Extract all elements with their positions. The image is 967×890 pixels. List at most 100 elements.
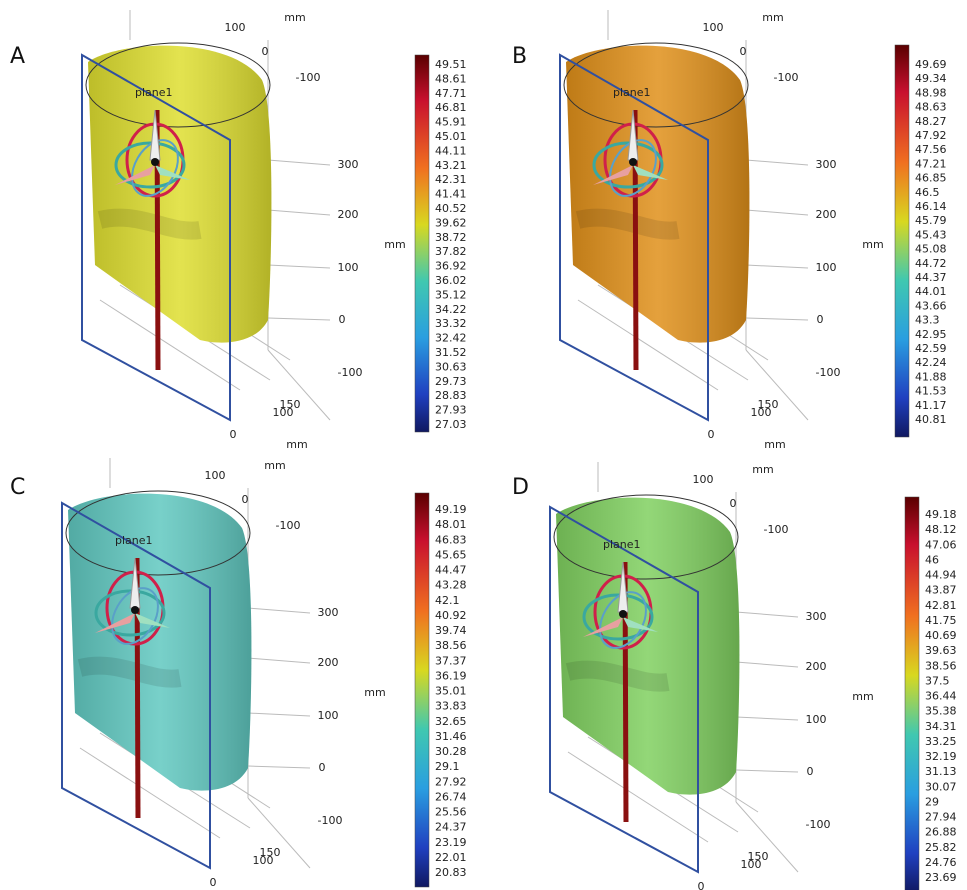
axis-label: 100 xyxy=(338,261,359,274)
colorbar-label: 34.31 xyxy=(925,720,957,733)
colorbar-label: 22.01 xyxy=(435,851,467,864)
axis-label: 200 xyxy=(806,660,827,673)
colorbar-label: 47.56 xyxy=(915,143,947,156)
axis-label: mm xyxy=(286,438,307,451)
axis-label: mm xyxy=(862,238,883,251)
colorbar-label: 33.83 xyxy=(435,700,467,713)
colorbar-label: 49.19 xyxy=(435,503,467,516)
axis-label: 100 xyxy=(741,858,762,871)
axis-label: mm xyxy=(852,690,873,703)
colorbar-label: 28.83 xyxy=(435,389,467,402)
model-b xyxy=(560,10,808,420)
colorbar-label: 44.11 xyxy=(435,144,467,157)
colorbar-label: 46.5 xyxy=(915,186,940,199)
colorbar-label: 36.92 xyxy=(435,260,467,273)
colorbar-label: 32.42 xyxy=(435,332,467,345)
axis-label: 200 xyxy=(338,208,359,221)
colorbar-label: 24.76 xyxy=(925,856,957,869)
axis-label: 100 xyxy=(693,473,714,486)
plane-label: plane1 xyxy=(613,86,651,99)
colorbar-label: 42.1 xyxy=(435,594,460,607)
colorbar-label: 27.94 xyxy=(925,811,957,824)
axis-label: -100 xyxy=(276,519,301,532)
colorbar xyxy=(414,492,430,888)
axis-label: mm xyxy=(384,238,405,251)
colorbar-label: 33.25 xyxy=(925,735,957,748)
axis-label: 100 xyxy=(273,406,294,419)
colorbar-label: 44.94 xyxy=(925,569,957,582)
colorbar-label: 41.41 xyxy=(435,188,467,201)
colorbar-label: 30.28 xyxy=(435,745,467,758)
axis-label: -100 xyxy=(764,523,789,536)
colorbar-label: 37.37 xyxy=(435,654,467,667)
colorbar-label: 43.21 xyxy=(435,159,467,172)
colorbar-label: 49.51 xyxy=(435,58,467,71)
colorbar-label: 38.56 xyxy=(925,659,957,672)
colorbar-label: 40.69 xyxy=(925,629,957,642)
axis-label: 100 xyxy=(751,406,772,419)
colorbar-label: 20.83 xyxy=(435,866,467,879)
axis-label: -100 xyxy=(296,71,321,84)
colorbar-label: 33.32 xyxy=(435,317,467,330)
axis-label: 300 xyxy=(338,158,359,171)
colorbar-label: 35.01 xyxy=(435,685,467,698)
model-c xyxy=(62,458,310,868)
colorbar-label: 46.14 xyxy=(915,200,947,213)
axis-label: 0 xyxy=(262,45,269,58)
axis-label: 100 xyxy=(318,709,339,722)
plane-label: plane1 xyxy=(603,538,641,551)
panel-label: D xyxy=(512,475,529,500)
colorbar xyxy=(904,496,920,890)
axis-label: 100 xyxy=(816,261,837,274)
axis-label: 200 xyxy=(816,208,837,221)
colorbar-label: 44.37 xyxy=(915,271,947,284)
panel-label: B xyxy=(512,44,527,69)
colorbar-label: 44.01 xyxy=(915,285,947,298)
colorbar-label: 48.27 xyxy=(915,115,947,128)
colorbar-label: 44.72 xyxy=(915,257,947,270)
axis-label: -100 xyxy=(816,366,841,379)
axis-label: -100 xyxy=(774,71,799,84)
colorbar-label: 46.85 xyxy=(915,172,947,185)
axis-label: 100 xyxy=(205,469,226,482)
axis-label: 0 xyxy=(230,428,237,441)
colorbar-label: 43.66 xyxy=(915,299,947,312)
colorbar-label: 45.08 xyxy=(915,243,947,256)
colorbar-label: 41.88 xyxy=(915,370,947,383)
axis-label: 300 xyxy=(318,606,339,619)
colorbar-label: 40.81 xyxy=(915,413,947,426)
axis-label: 0 xyxy=(210,876,217,889)
axis-label: 200 xyxy=(318,656,339,669)
axis-label: 0 xyxy=(817,313,824,326)
colorbar-label: 39.63 xyxy=(925,644,957,657)
axis-label: 0 xyxy=(807,765,814,778)
colorbar-label: 47.06 xyxy=(925,538,957,551)
model-d xyxy=(550,462,798,872)
axis-label: 100 xyxy=(225,21,246,34)
colorbar-label: 32.65 xyxy=(435,715,467,728)
colorbar-label: 42.95 xyxy=(915,328,947,341)
axis-label: -100 xyxy=(338,366,363,379)
axis-label: mm xyxy=(264,459,285,472)
colorbar-label: 43.28 xyxy=(435,579,467,592)
axis-label: mm xyxy=(364,686,385,699)
colorbar-label: 43.3 xyxy=(915,314,940,327)
colorbar-label: 25.56 xyxy=(435,806,467,819)
axis-label: 300 xyxy=(806,610,827,623)
colorbar-label: 36.19 xyxy=(435,669,467,682)
axis-label: mm xyxy=(762,11,783,24)
colorbar-label: 31.13 xyxy=(925,765,957,778)
colorbar xyxy=(894,44,910,438)
axis-label: mm xyxy=(266,886,287,890)
colorbar-label: 45.43 xyxy=(915,228,947,241)
colorbar-label: 43.87 xyxy=(925,584,957,597)
colorbar-label: 46.81 xyxy=(435,101,467,114)
colorbar-label: 37.82 xyxy=(435,245,467,258)
axis-label: 0 xyxy=(339,313,346,326)
axis-label: 0 xyxy=(740,45,747,58)
colorbar-label: 24.37 xyxy=(435,821,467,834)
axis-label: 0 xyxy=(708,428,715,441)
colorbar-label: 41.75 xyxy=(925,614,957,627)
axis-label: 0 xyxy=(698,880,705,890)
